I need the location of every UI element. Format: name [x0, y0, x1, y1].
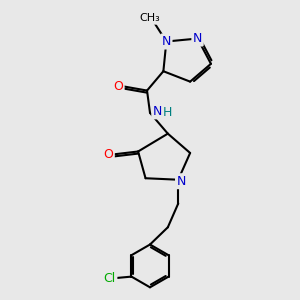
Text: N: N — [162, 35, 171, 48]
Text: N: N — [176, 175, 186, 188]
Text: CH₃: CH₃ — [139, 13, 160, 23]
Text: N: N — [153, 105, 162, 118]
Text: N: N — [193, 32, 202, 45]
Text: H: H — [163, 106, 172, 119]
Text: O: O — [113, 80, 123, 93]
Text: O: O — [103, 148, 113, 161]
Text: Cl: Cl — [103, 272, 116, 285]
